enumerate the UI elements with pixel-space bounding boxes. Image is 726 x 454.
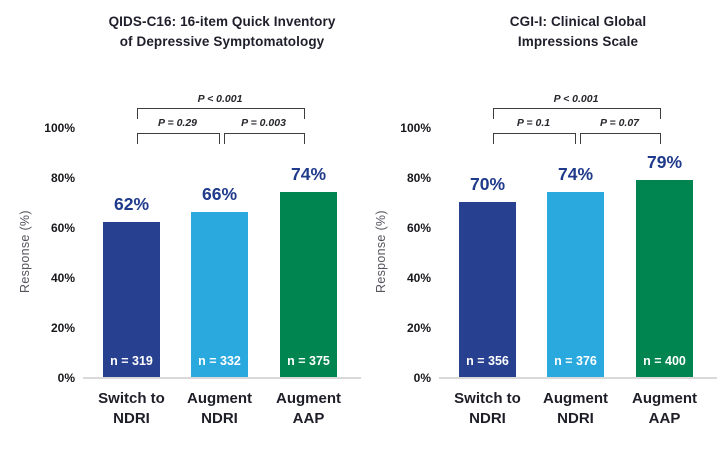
- x-category-label: Augment AAP: [276, 390, 341, 428]
- bar-switch-ndri: n = 319: [103, 222, 160, 377]
- bar-group-augment-aap: 79% n = 400 Augment AAP: [632, 127, 697, 428]
- bar-augment-aap: n = 375: [280, 192, 337, 377]
- plot-area: 0% 20% 40% 60% 80% 100% P < 0.001 P = 0.1 P =…: [400, 93, 717, 428]
- y-tick-label: 80%: [50, 171, 75, 185]
- sample-size-label: n = 356: [466, 354, 509, 368]
- y-tick-label: 100%: [44, 121, 75, 135]
- y-tick-label: 40%: [50, 271, 75, 285]
- bar-group-augment-aap: 74% n = 375 Augment AAP: [276, 127, 341, 427]
- chart-title: QIDS-C16: 16-item Quick Inventory of Dep…: [108, 14, 336, 49]
- bar-value-label: 70%: [469, 174, 506, 194]
- y-tick-label: 100%: [400, 121, 431, 135]
- y-tick-label: 80%: [406, 171, 431, 185]
- bar-switch-ndri: n = 356: [459, 202, 516, 377]
- x-category-label: Augment NDRI: [187, 390, 252, 428]
- p-value-label: P < 0.001: [197, 93, 243, 105]
- bar-value-label: 79%: [646, 151, 683, 172]
- bar-value-label: 74%: [290, 164, 327, 184]
- plot-area: 0% 20% 40% 60% 80% 100% P < 0.001 P = 0.29 P …: [44, 93, 361, 427]
- sample-size-label: n = 319: [110, 354, 153, 368]
- bar-augment-ndri: n = 332: [191, 212, 248, 377]
- y-axis-label: Response (%): [18, 210, 32, 294]
- y-axis-ticks: 0% 20% 40% 60% 80% 100%: [44, 121, 361, 385]
- y-tick-label: 60%: [406, 221, 431, 235]
- x-category-label: Augment AAP: [632, 390, 697, 428]
- x-category-label: Switch to NDRI: [98, 390, 165, 428]
- bar-augment-aap: n = 400: [636, 179, 693, 377]
- y-tick-label: 0%: [57, 371, 75, 385]
- significance-bracket-outer: [137, 108, 305, 119]
- sample-size-label: n = 375: [287, 354, 330, 368]
- bar-value-label: 74%: [557, 164, 594, 184]
- bar-value-label: 66%: [201, 184, 238, 204]
- y-tick-label: 40%: [406, 271, 431, 285]
- y-tick-label: 0%: [413, 371, 431, 385]
- bar-group-switch-ndri: 62% n = 319 Switch to NDRI: [98, 127, 165, 427]
- sample-size-label: n = 332: [198, 354, 241, 368]
- y-tick-label: 20%: [406, 321, 431, 335]
- x-category-label: Switch to NDRI: [454, 390, 521, 428]
- chart-title: CGI-I: Clinical Global Impressions Scale: [509, 14, 647, 49]
- bar-group-augment-ndri: 74% n = 376 Augment NDRI: [543, 127, 608, 427]
- y-axis-ticks: 0% 20% 40% 60% 80% 100%: [400, 121, 717, 385]
- sample-size-label: n = 400: [643, 354, 686, 368]
- bar-value-label: 62%: [113, 194, 150, 214]
- bar-augment-ndri: n = 376: [547, 192, 604, 377]
- y-tick-label: 60%: [50, 221, 75, 235]
- chart-qids-c16: QIDS-C16: 16-item Quick Inventory of Dep…: [4, 0, 361, 454]
- chart-cgi-i: CGI-I: Clinical Global Impressions Scale…: [360, 0, 717, 454]
- y-tick-label: 20%: [50, 321, 75, 335]
- significance-bracket-outer: [493, 108, 661, 119]
- x-category-label: Augment NDRI: [543, 390, 608, 428]
- bar-group-switch-ndri: 70% n = 356 Switch to NDRI: [454, 127, 521, 427]
- sample-size-label: n = 376: [554, 354, 597, 368]
- y-axis-label: Response (%): [374, 210, 388, 294]
- bar-group-augment-ndri: 66% n = 332 Augment NDRI: [187, 127, 252, 427]
- p-value-label: P < 0.001: [553, 93, 599, 105]
